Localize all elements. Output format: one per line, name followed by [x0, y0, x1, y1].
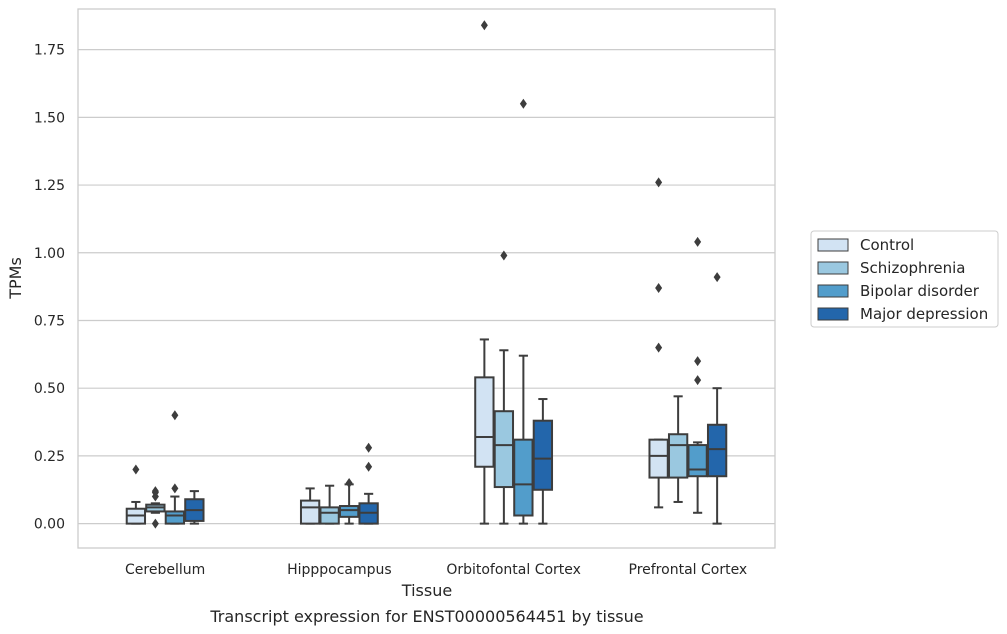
outlier-point [694, 356, 702, 367]
iqr-box [513, 438, 534, 517]
box-groups [125, 20, 728, 529]
box-bipolar-disorder [338, 477, 360, 525]
box-control [474, 20, 495, 525]
iqr-box [474, 376, 495, 468]
legend: Control Schizophrenia Bipolar disorder Majo… [810, 230, 999, 328]
legend-swatch [817, 284, 849, 298]
iqr-box [164, 510, 186, 525]
x-tick-label: Prefrontal Cortex [629, 562, 748, 578]
category-group [299, 442, 379, 525]
box-control [648, 177, 669, 509]
iqr-box [648, 438, 669, 479]
outlier-point [151, 518, 159, 529]
legend-label: Bipolar disorder [860, 282, 980, 300]
box-schizophrenia [319, 484, 340, 525]
box-major-depression [184, 490, 205, 525]
iqr-box [319, 506, 340, 525]
y-tick-label: 0.25 [34, 449, 65, 465]
iqr-box [706, 423, 728, 478]
y-tick-label: 0.00 [34, 517, 65, 533]
outlier-point [713, 272, 721, 283]
box-schizophrenia [145, 486, 166, 529]
y-tick-label: 1.50 [34, 110, 65, 126]
outlier-point [519, 98, 527, 109]
legend-item: Control [817, 236, 914, 254]
x-axis-ticks: Cerebellum Hipppocampus Orbitofontal Corte… [125, 562, 747, 578]
box-bipolar-disorder [687, 236, 708, 514]
legend-label: Control [860, 236, 914, 254]
outlier-point [480, 20, 488, 31]
legend-label: Major depression [860, 305, 988, 323]
chart-caption: Transcript expression for ENST0000056445… [209, 607, 643, 626]
box-control [125, 464, 147, 525]
y-axis-label: TPMs [6, 257, 25, 300]
iqr-box [299, 499, 321, 525]
box-major-depression [358, 442, 379, 525]
iqr-box [532, 419, 554, 491]
legend-item: Major depression [817, 305, 988, 323]
outlier-point [151, 486, 159, 497]
legend-label: Schizophrenia [860, 259, 965, 277]
legend-item: Bipolar disorder [817, 282, 980, 300]
y-tick-label: 0.50 [34, 381, 65, 397]
x-tick-label: Hipppocampus [287, 562, 392, 578]
box-bipolar-disorder [513, 98, 534, 525]
outlier-point [345, 477, 353, 488]
box-major-depression [706, 272, 728, 525]
y-tick-label: 1.75 [34, 43, 65, 59]
outlier-point [694, 375, 702, 386]
y-tick-label: 1.00 [34, 246, 65, 262]
iqr-box [667, 433, 689, 479]
outlier-point [655, 282, 663, 293]
legend-item: Schizophrenia [817, 259, 965, 277]
outlier-point [694, 236, 702, 247]
legend-swatch [817, 238, 849, 252]
outlier-point [132, 464, 140, 475]
y-tick-label: 0.75 [34, 313, 65, 329]
category-group [125, 410, 205, 529]
iqr-box [338, 505, 360, 518]
box-major-depression [532, 398, 554, 525]
outlier-point [500, 250, 508, 261]
iqr-box [493, 410, 515, 489]
box-schizophrenia [667, 395, 689, 503]
legend-frame [810, 230, 999, 328]
box-bipolar-disorder [164, 410, 186, 525]
x-tick-label: Cerebellum [125, 562, 205, 578]
box-schizophrenia [493, 250, 515, 525]
x-axis-label: Tissue [401, 581, 452, 600]
outlier-point [655, 177, 663, 188]
iqr-box [687, 444, 708, 478]
x-tick-label: Orbitofontal Cortex [446, 562, 581, 578]
category-group [474, 20, 554, 525]
outlier-point [365, 442, 373, 453]
outlier-point [171, 410, 179, 421]
category-group [648, 177, 728, 525]
y-axis-ticks: 0.00 0.25 0.50 0.75 1.00 1.25 1.50 1.75 [34, 43, 65, 533]
y-tick-label: 1.25 [34, 178, 65, 194]
box-control [299, 487, 321, 525]
legend-swatch [817, 261, 849, 275]
outlier-point [171, 483, 179, 494]
outlier-point [655, 342, 663, 353]
legend-swatch [817, 307, 849, 321]
plot-frame [77, 8, 776, 549]
outlier-point [365, 461, 373, 472]
